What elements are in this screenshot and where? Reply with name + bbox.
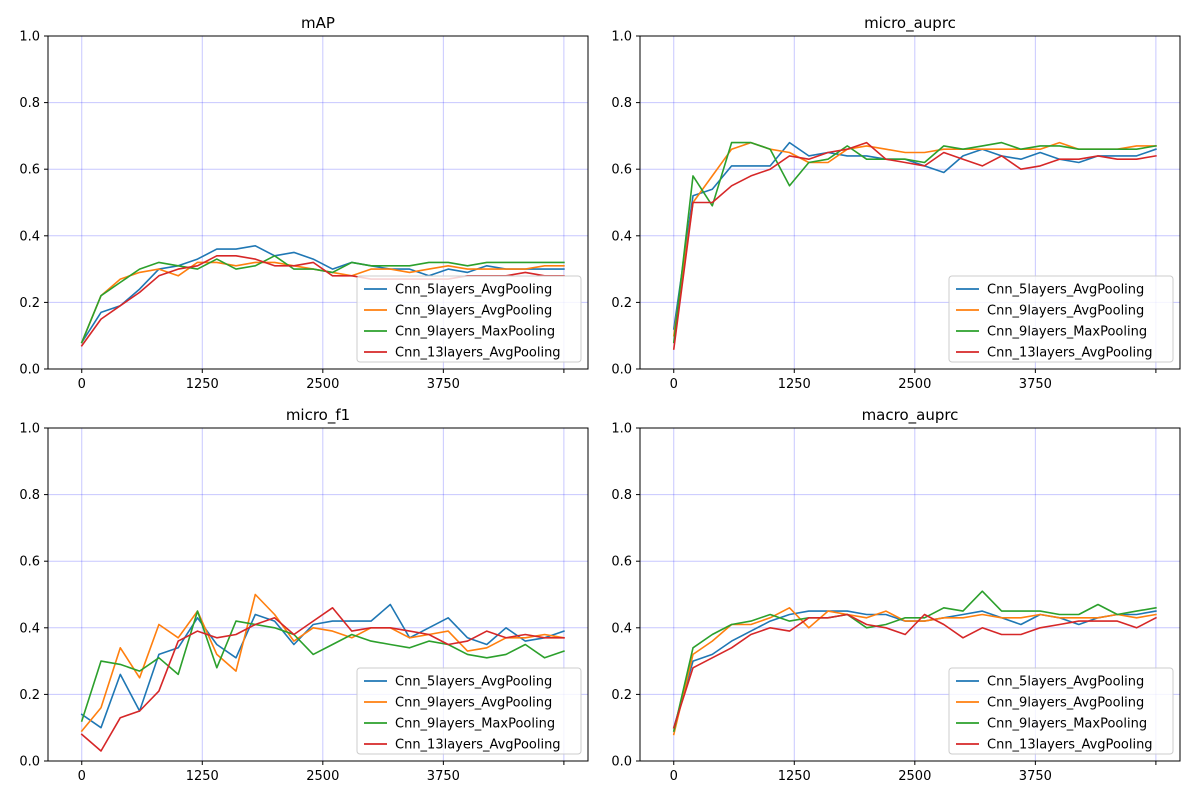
y-tick-label: 0.8 (611, 96, 632, 111)
legend: Cnn_5layers_AvgPooling Cnn_9layers_AvgPoo… (356, 667, 582, 755)
legend-label-cnn-9layers-maxpooling: Cnn_9layers_MaxPooling (987, 717, 1147, 732)
chart-title: micro_f1 (286, 406, 350, 425)
y-tick-label: 1.0 (611, 422, 632, 437)
chart-title: micro_auprc (864, 14, 956, 33)
x-tick-label: 0 (670, 377, 678, 392)
y-tick-label: 1.0 (611, 30, 632, 45)
legend-label-cnn-13layers-avgpooling: Cnn_13layers_AvgPooling (395, 738, 561, 753)
series-line-cnn-9layers-maxpooling (80, 255, 565, 344)
x-tick-label: 1250 (186, 769, 219, 784)
legend-label-cnn-5layers-avgpooling: Cnn_5layers_AvgPooling (987, 675, 1144, 690)
legend-label-cnn-13layers-avgpooling: Cnn_13layers_AvgPooling (987, 346, 1153, 361)
series-line-cnn-13layers-avgpooling (672, 613, 1157, 729)
legend-label-cnn-9layers-maxpooling: Cnn_9layers_MaxPooling (395, 325, 555, 340)
chart-panel-macro-auprc: 0 1250 2500 3750 0.0 0.2 0.4 0.6 0.8 1.0 macro_aup… (611, 406, 1181, 784)
axes-frame (47, 427, 589, 762)
y-tick-label: 0.6 (611, 163, 632, 178)
legend-label-cnn-9layers-avgpooling: Cnn_9layers_AvgPooling (395, 304, 552, 319)
axes-frame (639, 35, 1181, 370)
axes-frame (639, 427, 1181, 762)
x-tick-label: 2500 (898, 377, 931, 392)
y-tick-label: 0.2 (611, 688, 632, 703)
series-line-cnn-13layers-avgpooling (672, 141, 1157, 350)
legend-label-cnn-9layers-maxpooling: Cnn_9layers_MaxPooling (987, 325, 1147, 340)
x-tick-label: 2500 (306, 769, 339, 784)
legend-label-cnn-5layers-avgpooling: Cnn_5layers_AvgPooling (987, 283, 1144, 298)
y-tick-label: 0.8 (611, 488, 632, 503)
chart-panel-micro-f1: 0 1250 2500 3750 0.0 0.2 0.4 0.6 0.8 1.0 micro_f1 C… (19, 406, 589, 784)
legend-box (948, 667, 1174, 755)
x-tick-label: 0 (78, 769, 86, 784)
legend-label-cnn-9layers-avgpooling: Cnn_9layers_AvgPooling (395, 696, 552, 711)
legend-label-cnn-13layers-avgpooling: Cnn_13layers_AvgPooling (987, 738, 1153, 753)
x-tick-label: 2500 (898, 769, 931, 784)
axes-frame (47, 35, 589, 370)
y-tick-label: 0.0 (19, 363, 40, 378)
x-tick-label: 0 (78, 377, 86, 392)
chart-panel-map: 0 1250 2500 3750 0.0 0.2 0.4 0.6 0.8 1.0 mAP Cnn_5l… (19, 14, 589, 392)
series-line-cnn-9layers-avgpooling (80, 593, 565, 733)
legend-label-cnn-13layers-avgpooling: Cnn_13layers_AvgPooling (395, 346, 561, 361)
legend: Cnn_5layers_AvgPooling Cnn_9layers_AvgPoo… (948, 275, 1174, 363)
x-tick-label: 1250 (186, 377, 219, 392)
x-tick-label: 3750 (1019, 769, 1052, 784)
chart-title: macro_auprc (862, 406, 959, 425)
x-tick-label: 3750 (427, 377, 460, 392)
x-tick-label: 1250 (778, 377, 811, 392)
y-tick-label: 1.0 (19, 422, 40, 437)
series-line-cnn-9layers-maxpooling (80, 610, 565, 723)
y-tick-label: 0.2 (19, 688, 40, 703)
y-tick-label: 0.8 (19, 488, 40, 503)
legend-label-cnn-9layers-avgpooling: Cnn_9layers_AvgPooling (987, 304, 1144, 319)
legend-box (356, 275, 582, 363)
series-line-cnn-5layers-avgpooling (672, 141, 1157, 330)
series-line-cnn-5layers-avgpooling (80, 245, 565, 344)
series-line-cnn-13layers-avgpooling (80, 606, 565, 752)
legend: Cnn_5layers_AvgPooling Cnn_9layers_AvgPoo… (356, 275, 582, 363)
legend: Cnn_5layers_AvgPooling Cnn_9layers_AvgPoo… (948, 667, 1174, 755)
y-tick-label: 0.6 (611, 555, 632, 570)
y-tick-label: 1.0 (19, 30, 40, 45)
y-tick-label: 0.0 (611, 363, 632, 378)
x-tick-label: 0 (670, 769, 678, 784)
y-tick-label: 0.4 (611, 621, 632, 636)
legend-box (356, 667, 582, 755)
series-line-cnn-9layers-avgpooling (672, 606, 1157, 736)
legend-box (948, 275, 1174, 363)
chart-title: mAP (301, 14, 335, 32)
y-tick-label: 0.0 (611, 755, 632, 770)
series-line-cnn-9layers-maxpooling (672, 141, 1157, 344)
chart-panel-micro-auprc: 0 1250 2500 3750 0.0 0.2 0.4 0.6 0.8 1.0 micro_aup… (611, 14, 1181, 392)
series-line-cnn-9layers-maxpooling (672, 590, 1157, 732)
legend-label-cnn-5layers-avgpooling: Cnn_5layers_AvgPooling (395, 283, 552, 298)
y-tick-label: 0.4 (19, 229, 40, 244)
y-tick-label: 0.4 (19, 621, 40, 636)
y-tick-label: 0.0 (19, 755, 40, 770)
legend-label-cnn-9layers-maxpooling: Cnn_9layers_MaxPooling (395, 717, 555, 732)
x-tick-label: 2500 (306, 377, 339, 392)
y-tick-label: 0.8 (19, 96, 40, 111)
y-tick-label: 0.6 (19, 555, 40, 570)
y-tick-label: 0.4 (611, 229, 632, 244)
y-tick-label: 0.2 (19, 296, 40, 311)
x-tick-label: 3750 (1019, 377, 1052, 392)
legend-label-cnn-5layers-avgpooling: Cnn_5layers_AvgPooling (395, 675, 552, 690)
series-line-cnn-5layers-avgpooling (80, 603, 565, 729)
legend-label-cnn-9layers-avgpooling: Cnn_9layers_AvgPooling (987, 696, 1144, 711)
x-tick-label: 3750 (427, 769, 460, 784)
y-tick-label: 0.2 (611, 296, 632, 311)
y-tick-label: 0.6 (19, 163, 40, 178)
x-tick-label: 1250 (778, 769, 811, 784)
